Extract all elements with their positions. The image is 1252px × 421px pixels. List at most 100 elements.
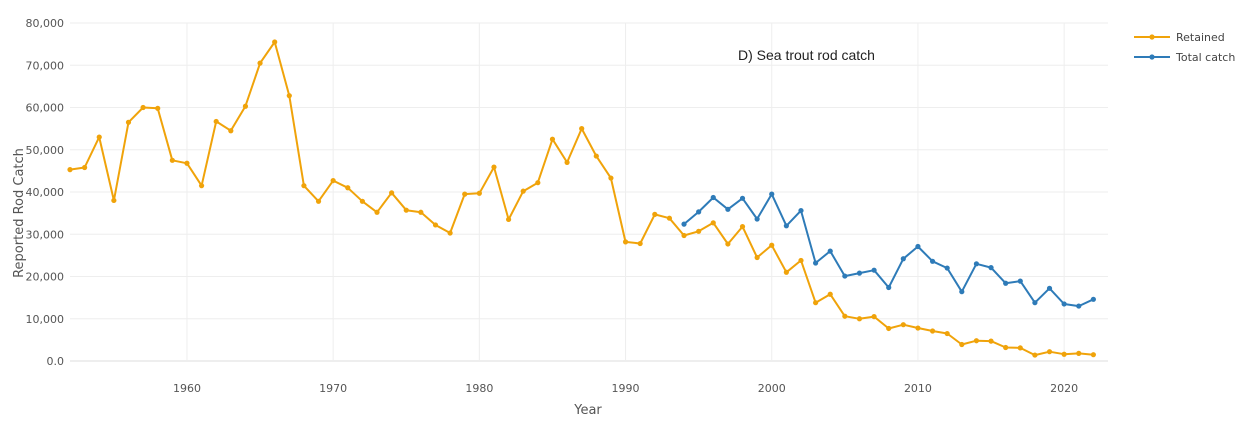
data-point-retained (886, 325, 892, 332)
legend-marker (1149, 34, 1155, 40)
data-point-retained (915, 325, 921, 331)
data-point-retained (330, 177, 336, 184)
data-point-total-catch (827, 248, 833, 254)
data-point-retained (1076, 350, 1082, 356)
y-tick-label: 40,000 (26, 186, 65, 199)
data-point-total-catch (1046, 285, 1053, 291)
data-point-total-catch (842, 273, 848, 279)
series-line-retained (69, 41, 1094, 357)
data-point-total-catch (959, 289, 965, 295)
data-point-total-catch (929, 258, 936, 264)
data-point-total-catch (783, 223, 789, 229)
data-point-retained (652, 211, 658, 217)
y-tick-label: 50,000 (26, 144, 65, 157)
series-total-catch (681, 191, 1096, 309)
y-tick-label: 70,000 (26, 59, 65, 72)
data-point-retained (959, 341, 965, 348)
data-point-retained (593, 153, 599, 159)
x-axis-title: Year (573, 403, 602, 418)
data-point-retained (813, 300, 819, 306)
data-point-retained (257, 60, 263, 66)
data-point-retained (725, 241, 731, 247)
legend: Retained Total catch (1134, 31, 1235, 64)
x-tick-label: 1980 (465, 382, 493, 395)
data-point-retained (798, 257, 804, 264)
data-point-retained (1090, 352, 1096, 358)
data-point-retained (389, 190, 395, 196)
data-point-retained (125, 119, 132, 125)
data-point-retained (842, 313, 848, 319)
data-point-total-catch (754, 216, 760, 222)
data-point-total-catch (1061, 301, 1067, 307)
chart-annotation: D) Sea trout rod catch (738, 47, 875, 63)
data-point-retained (286, 93, 292, 99)
data-point-retained (301, 183, 307, 189)
y-tick-label: 10,000 (26, 313, 65, 326)
data-point-total-catch (973, 261, 980, 267)
data-point-retained (783, 269, 789, 275)
y-tick-label: 0.0 (47, 355, 65, 368)
data-point-retained (67, 167, 73, 173)
data-point-retained (535, 180, 541, 186)
data-point-retained (769, 242, 775, 248)
data-point-retained (315, 198, 322, 204)
data-point-retained (520, 188, 526, 194)
data-point-retained (155, 105, 161, 111)
data-point-total-catch (696, 209, 702, 215)
data-point-retained (374, 209, 380, 215)
x-tick-label: 1990 (612, 382, 640, 395)
data-point-retained (462, 191, 468, 197)
x-axis-ticks: 1960 1970 1980 1990 2000 2010 2020 (173, 382, 1078, 395)
data-point-retained (564, 159, 570, 166)
data-point-retained (491, 164, 497, 170)
legend-label: Retained (1176, 31, 1225, 44)
data-point-total-catch (813, 260, 819, 266)
data-point-retained (754, 254, 760, 261)
data-point-retained (1032, 352, 1038, 358)
data-point-retained (169, 157, 175, 163)
data-point-total-catch (798, 207, 804, 214)
legend-item-total-catch[interactable]: Total catch (1134, 51, 1235, 64)
legend-item-retained[interactable]: Retained (1134, 31, 1225, 44)
x-tick-label: 2010 (904, 382, 932, 395)
data-point-total-catch (1017, 278, 1023, 284)
y-tick-label: 80,000 (26, 17, 65, 30)
data-point-retained (827, 291, 833, 297)
x-tick-label: 2020 (1050, 382, 1078, 395)
legend-label: Total catch (1175, 51, 1235, 64)
data-point-retained (696, 228, 702, 234)
data-point-retained (272, 39, 278, 45)
data-point-total-catch (886, 284, 892, 291)
data-point-retained (622, 239, 629, 245)
data-point-retained (681, 232, 687, 239)
data-point-retained (447, 230, 453, 236)
data-point-total-catch (1076, 303, 1082, 309)
data-point-retained (929, 328, 936, 334)
data-point-retained (403, 207, 409, 213)
data-point-total-catch (739, 195, 746, 201)
data-point-retained (345, 185, 351, 191)
x-tick-label: 1970 (319, 382, 347, 395)
data-point-retained (82, 164, 88, 171)
data-point-total-catch (1003, 280, 1009, 286)
data-point-total-catch (681, 221, 687, 227)
data-point-retained (944, 330, 950, 337)
data-point-retained (505, 216, 512, 223)
y-tick-label: 20,000 (26, 271, 65, 284)
data-point-total-catch (1032, 300, 1038, 306)
data-point-retained (1017, 345, 1023, 351)
data-point-retained (871, 314, 877, 320)
data-point-total-catch (988, 265, 994, 271)
data-point-retained (213, 118, 219, 125)
y-tick-label: 60,000 (26, 102, 65, 115)
data-point-total-catch (871, 267, 877, 273)
data-point-total-catch (1090, 296, 1096, 302)
data-point-retained (96, 134, 102, 140)
data-point-retained (666, 215, 673, 221)
data-point-retained (900, 322, 906, 328)
data-point-retained (1003, 344, 1009, 351)
x-tick-label: 1960 (173, 382, 201, 395)
data-point-retained (432, 222, 439, 228)
data-point-retained (140, 104, 146, 111)
y-axis-ticks: 0.0 10,000 20,000 30,000 40,000 50,000 60,000 7… (26, 17, 65, 368)
